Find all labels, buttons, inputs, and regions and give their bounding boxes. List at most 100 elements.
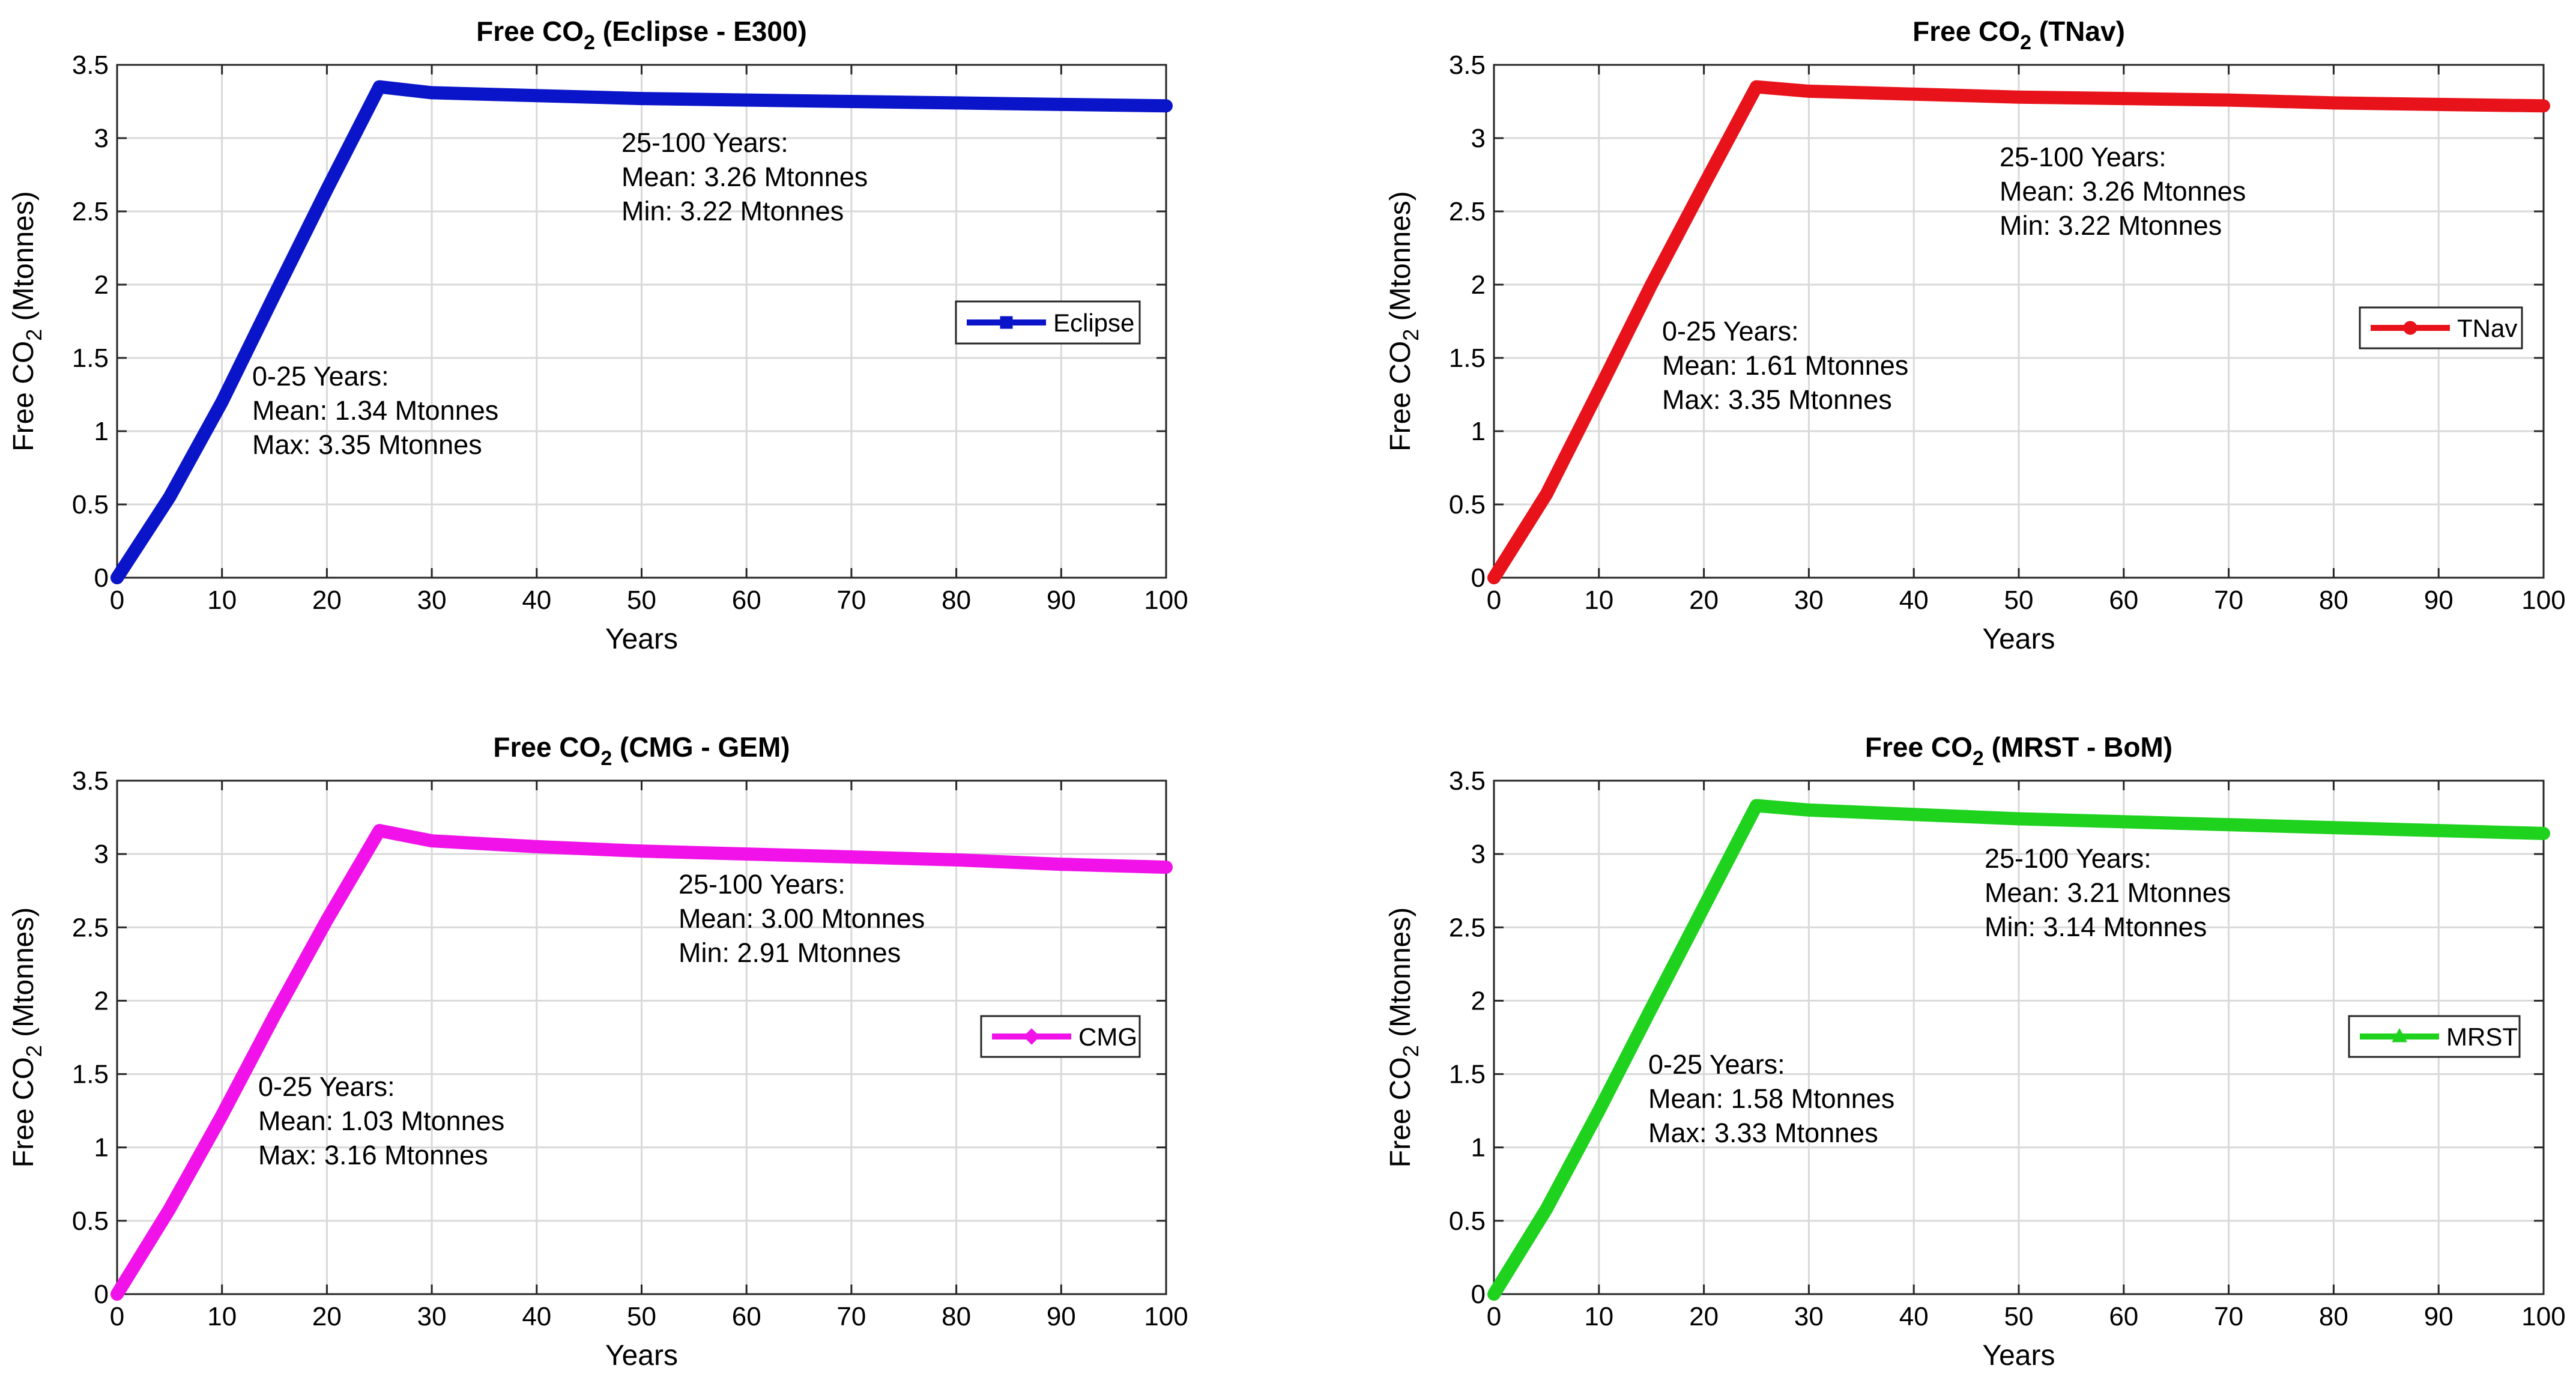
x-tick-label: 30 xyxy=(1794,1302,1824,1331)
legend: Eclipse xyxy=(955,300,1141,345)
data-point xyxy=(426,835,438,847)
data-point xyxy=(269,289,280,301)
x-tick-label: 0 xyxy=(1487,586,1501,615)
data-point xyxy=(2223,819,2234,831)
x-tick-label: 0 xyxy=(110,586,124,615)
data-point xyxy=(321,184,333,195)
y-tick-label: 2 xyxy=(1471,270,1486,300)
data-point xyxy=(1908,809,1920,820)
x-tick-label: 50 xyxy=(2004,1302,2034,1331)
data-point xyxy=(1698,901,1710,913)
data-point xyxy=(2538,100,2549,112)
data-point xyxy=(1056,98,1067,110)
y-tick-label: 2 xyxy=(1471,986,1486,1015)
data-point xyxy=(1803,85,1815,97)
x-tick-label: 90 xyxy=(1047,1302,1076,1331)
y-tick-label: 0.5 xyxy=(72,490,109,519)
x-axis-label: Years xyxy=(1983,1340,2055,1372)
x-tick-label: 70 xyxy=(836,586,866,615)
x-tick-label: 10 xyxy=(1584,1302,1613,1331)
data-point xyxy=(1056,859,1067,870)
y-tick-label: 1 xyxy=(1471,1133,1486,1163)
x-tick-label: 40 xyxy=(522,1302,551,1331)
data-point xyxy=(845,852,857,862)
y-axis-label: Free CO2 (Mtonnes) xyxy=(1385,907,1423,1167)
legend: CMG xyxy=(980,1015,1141,1058)
data-point xyxy=(426,87,438,98)
x-tick-label: 90 xyxy=(2424,586,2454,615)
data-point xyxy=(1161,862,1172,873)
data-point xyxy=(1751,800,1762,811)
chart-title: Free CO2 (Eclipse - E300) xyxy=(476,16,807,54)
y-tick-label: 2 xyxy=(94,270,109,300)
y-tick-label: 3.5 xyxy=(72,50,109,80)
x-tick-label: 40 xyxy=(1899,1302,1929,1331)
y-tick-label: 3 xyxy=(94,840,109,869)
annotation: 25-100 Years: Mean: 3.26 Mtonnes Min: 3.22… xyxy=(2000,142,2246,241)
data-point xyxy=(112,1289,122,1300)
x-tick-label: 80 xyxy=(942,1302,971,1331)
x-tick-label: 60 xyxy=(2109,586,2138,615)
x-tick-label: 70 xyxy=(2214,586,2243,615)
data-point xyxy=(1489,572,1499,583)
y-tick-label: 1 xyxy=(94,417,109,446)
data-point xyxy=(1908,88,1920,100)
legend-marker xyxy=(1023,1028,1040,1045)
x-tick-label: 30 xyxy=(417,1302,447,1331)
x-tick-label: 90 xyxy=(1047,586,1076,615)
data-point xyxy=(2538,828,2549,839)
series-line-mrst xyxy=(1487,799,2550,1301)
legend: TNav xyxy=(2359,306,2523,350)
data-point xyxy=(2223,94,2234,106)
y-tick-label: 1.5 xyxy=(1449,1060,1486,1089)
data-point xyxy=(321,915,333,926)
y-tick-label: 2.5 xyxy=(1449,913,1486,942)
legend-marker xyxy=(2403,321,2417,335)
x-tick-label: 10 xyxy=(1584,586,1613,615)
data-point xyxy=(269,1009,280,1021)
data-point xyxy=(1646,279,1657,290)
data-point xyxy=(2433,98,2444,110)
x-tick-label: 30 xyxy=(417,586,447,615)
series-line-eclipse xyxy=(110,80,1173,584)
y-tick-label: 2.5 xyxy=(72,913,109,942)
x-tick-label: 80 xyxy=(2319,1302,2348,1331)
x-tick-label: 50 xyxy=(627,586,656,615)
annotation: 0-25 Years: Mean: 1.03 Mtonnes Max: 3.16 M… xyxy=(258,1071,504,1170)
x-tick-label: 40 xyxy=(522,586,551,615)
annotation: 25-100 Years: Mean: 3.21 Mtonnes Min: 3.14… xyxy=(1985,843,2231,942)
data-point xyxy=(741,94,752,106)
x-tick-label: 50 xyxy=(2004,586,2034,615)
y-tick-label: 0.5 xyxy=(72,1206,109,1236)
x-tick-label: 70 xyxy=(836,1302,866,1331)
x-tick-label: 90 xyxy=(2424,1302,2454,1331)
data-point xyxy=(741,849,752,860)
y-axis-label: Free CO2 (Mtonnes) xyxy=(1385,191,1423,451)
legend-marker xyxy=(2392,1027,2407,1043)
x-tick-label: 20 xyxy=(1689,586,1719,615)
data-point xyxy=(531,841,542,852)
data-point xyxy=(1593,1105,1604,1116)
data-point xyxy=(216,396,228,408)
data-point xyxy=(951,97,962,109)
data-point xyxy=(636,93,647,104)
y-axis-label: Free CO2 (Mtonnes) xyxy=(8,191,46,451)
x-tick-label: 60 xyxy=(732,586,761,615)
data-point xyxy=(2118,816,2129,828)
series-line-tnav xyxy=(1487,80,2550,584)
y-tick-label: 2.5 xyxy=(1449,197,1486,226)
y-tick-label: 0 xyxy=(1471,563,1486,593)
x-tick-label: 70 xyxy=(2214,1302,2243,1331)
y-tick-label: 3.5 xyxy=(1449,50,1486,80)
y-tick-label: 0.5 xyxy=(1449,490,1486,519)
chart-panel-1: 0 10 20 30 40 50 60 70 80 90 100 0 0.5 1 1.5 2 2.5 3 3.5 Fr… xyxy=(8,16,1188,655)
x-tick-label: 10 xyxy=(207,1302,237,1331)
x-tick-label: 100 xyxy=(2521,1302,2565,1331)
data-point xyxy=(531,90,542,101)
x-axis-label: Years xyxy=(605,1340,678,1372)
data-point xyxy=(2328,97,2339,109)
y-tick-label: 1.5 xyxy=(1449,343,1486,373)
y-tick-label: 3.5 xyxy=(72,766,109,796)
x-axis-label: Years xyxy=(1983,623,2055,655)
data-point xyxy=(2013,813,2024,825)
